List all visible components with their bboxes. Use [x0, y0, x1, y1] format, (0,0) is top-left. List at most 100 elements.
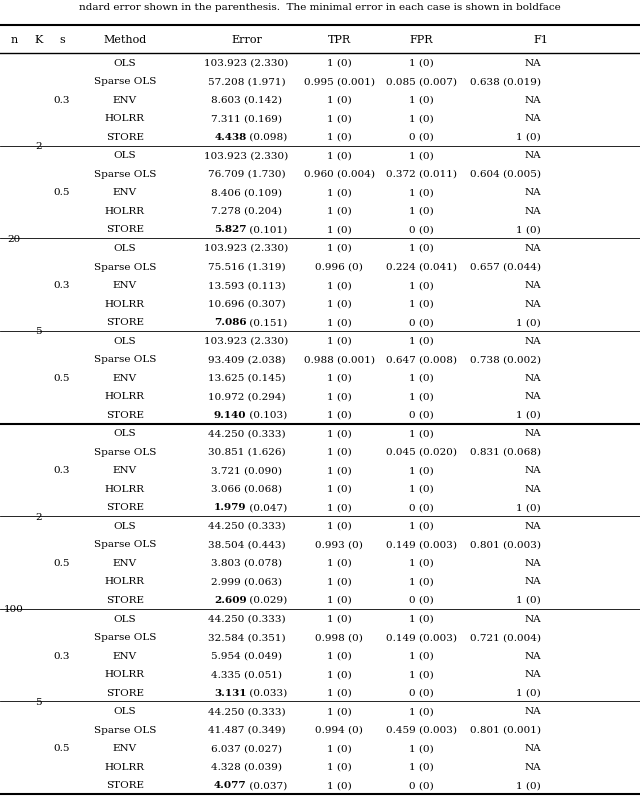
Text: 1 (0): 1 (0) — [516, 318, 541, 326]
Text: 1 (0): 1 (0) — [327, 373, 351, 383]
Text: (0.101): (0.101) — [246, 225, 287, 234]
Text: 103.923 (2.330): 103.923 (2.330) — [204, 59, 289, 67]
Text: 0.721 (0.004): 0.721 (0.004) — [470, 632, 541, 642]
Text: NA: NA — [524, 114, 541, 124]
Text: 41.487 (0.349): 41.487 (0.349) — [207, 725, 285, 734]
Text: ndard error shown in the parenthesis.  The minimal error in each case is shown i: ndard error shown in the parenthesis. Th… — [79, 3, 561, 13]
Text: 0.149 (0.003): 0.149 (0.003) — [386, 632, 456, 642]
Text: 6.037 (0.027): 6.037 (0.027) — [211, 743, 282, 752]
Text: 44.250 (0.333): 44.250 (0.333) — [207, 614, 285, 622]
Text: NA: NA — [524, 336, 541, 345]
Text: TPR: TPR — [328, 35, 351, 45]
Text: NA: NA — [524, 669, 541, 678]
Text: 10.696 (0.307): 10.696 (0.307) — [207, 299, 285, 308]
Text: Sparse OLS: Sparse OLS — [93, 632, 156, 642]
Text: Sparse OLS: Sparse OLS — [93, 262, 156, 271]
Text: 9.140: 9.140 — [214, 411, 246, 419]
Text: 3.131: 3.131 — [214, 688, 246, 697]
Text: NA: NA — [524, 244, 541, 253]
Text: 103.923 (2.330): 103.923 (2.330) — [204, 336, 289, 345]
Text: NA: NA — [524, 743, 541, 752]
Text: 0.657 (0.044): 0.657 (0.044) — [470, 262, 541, 271]
Text: 0.638 (0.019): 0.638 (0.019) — [470, 77, 541, 86]
Text: (0.151): (0.151) — [246, 318, 287, 326]
Text: 0.995 (0.001): 0.995 (0.001) — [304, 77, 374, 86]
Text: ENV: ENV — [113, 650, 137, 660]
Text: STORE: STORE — [106, 503, 144, 512]
Text: 93.409 (2.038): 93.409 (2.038) — [207, 354, 285, 364]
Text: OLS: OLS — [113, 59, 136, 67]
Text: n: n — [10, 35, 18, 45]
Text: 5: 5 — [35, 327, 42, 336]
Text: 1 (0): 1 (0) — [516, 132, 541, 142]
Text: 75.516 (1.319): 75.516 (1.319) — [207, 262, 285, 271]
Text: 0 (0): 0 (0) — [409, 780, 433, 789]
Text: 13.593 (0.113): 13.593 (0.113) — [207, 281, 285, 290]
Text: 0.045 (0.020): 0.045 (0.020) — [386, 448, 456, 456]
Text: 0 (0): 0 (0) — [409, 411, 433, 419]
Text: NA: NA — [524, 188, 541, 197]
Text: 0 (0): 0 (0) — [409, 503, 433, 512]
Text: 1 (0): 1 (0) — [409, 207, 433, 216]
Text: 0.459 (0.003): 0.459 (0.003) — [386, 725, 456, 734]
Text: 1 (0): 1 (0) — [409, 114, 433, 124]
Text: 1 (0): 1 (0) — [409, 669, 433, 678]
Text: NA: NA — [524, 484, 541, 493]
Text: 0.994 (0): 0.994 (0) — [316, 725, 363, 734]
Text: 1 (0): 1 (0) — [327, 95, 351, 105]
Text: 44.250 (0.333): 44.250 (0.333) — [207, 429, 285, 438]
Text: Sparse OLS: Sparse OLS — [93, 448, 156, 456]
Text: ENV: ENV — [113, 95, 137, 105]
Text: 13.625 (0.145): 13.625 (0.145) — [207, 373, 285, 383]
Text: NA: NA — [524, 614, 541, 622]
Text: 1 (0): 1 (0) — [327, 614, 351, 622]
Text: s: s — [60, 35, 65, 45]
Text: 44.250 (0.333): 44.250 (0.333) — [207, 521, 285, 530]
Text: NA: NA — [524, 650, 541, 660]
Text: 0.988 (0.001): 0.988 (0.001) — [304, 354, 374, 364]
Text: OLS: OLS — [113, 152, 136, 160]
Text: 1 (0): 1 (0) — [327, 503, 351, 512]
Text: 4.077: 4.077 — [214, 780, 246, 789]
Text: (0.047): (0.047) — [246, 503, 287, 512]
Text: 0.604 (0.005): 0.604 (0.005) — [470, 170, 541, 179]
Text: 0.3: 0.3 — [54, 650, 70, 660]
Text: STORE: STORE — [106, 780, 144, 789]
Text: 4.335 (0.051): 4.335 (0.051) — [211, 669, 282, 678]
Text: 1 (0): 1 (0) — [327, 577, 351, 585]
Text: 0.224 (0.041): 0.224 (0.041) — [386, 262, 456, 271]
Text: 1 (0): 1 (0) — [327, 650, 351, 660]
Text: 0.647 (0.008): 0.647 (0.008) — [386, 354, 456, 364]
Text: 1 (0): 1 (0) — [327, 669, 351, 678]
Text: ENV: ENV — [113, 281, 137, 290]
Text: Sparse OLS: Sparse OLS — [93, 725, 156, 734]
Text: 0.3: 0.3 — [54, 466, 70, 475]
Text: 1 (0): 1 (0) — [327, 429, 351, 438]
Text: NA: NA — [524, 707, 541, 715]
Text: NA: NA — [524, 391, 541, 401]
Text: HOLRR: HOLRR — [105, 207, 145, 216]
Text: 1 (0): 1 (0) — [327, 188, 351, 197]
Text: NA: NA — [524, 207, 541, 216]
Text: 0 (0): 0 (0) — [409, 688, 433, 697]
Text: HOLRR: HOLRR — [105, 484, 145, 493]
Text: 0.801 (0.001): 0.801 (0.001) — [470, 725, 541, 734]
Text: 1 (0): 1 (0) — [327, 152, 351, 160]
Text: 0 (0): 0 (0) — [409, 132, 433, 142]
Text: Error: Error — [231, 35, 262, 45]
Text: 100: 100 — [4, 605, 24, 614]
Text: 4.438: 4.438 — [214, 132, 246, 142]
Text: 1 (0): 1 (0) — [409, 95, 433, 105]
Text: Method: Method — [103, 35, 147, 45]
Text: 1 (0): 1 (0) — [327, 595, 351, 604]
Text: 1 (0): 1 (0) — [327, 448, 351, 456]
Text: 1 (0): 1 (0) — [516, 503, 541, 512]
Text: FPR: FPR — [410, 35, 433, 45]
Text: OLS: OLS — [113, 429, 136, 438]
Text: 76.709 (1.730): 76.709 (1.730) — [207, 170, 285, 179]
Text: 1 (0): 1 (0) — [327, 336, 351, 345]
Text: 1 (0): 1 (0) — [409, 59, 433, 67]
Text: 0 (0): 0 (0) — [409, 318, 433, 326]
Text: 0.960 (0.004): 0.960 (0.004) — [304, 170, 374, 179]
Text: 1 (0): 1 (0) — [516, 225, 541, 234]
